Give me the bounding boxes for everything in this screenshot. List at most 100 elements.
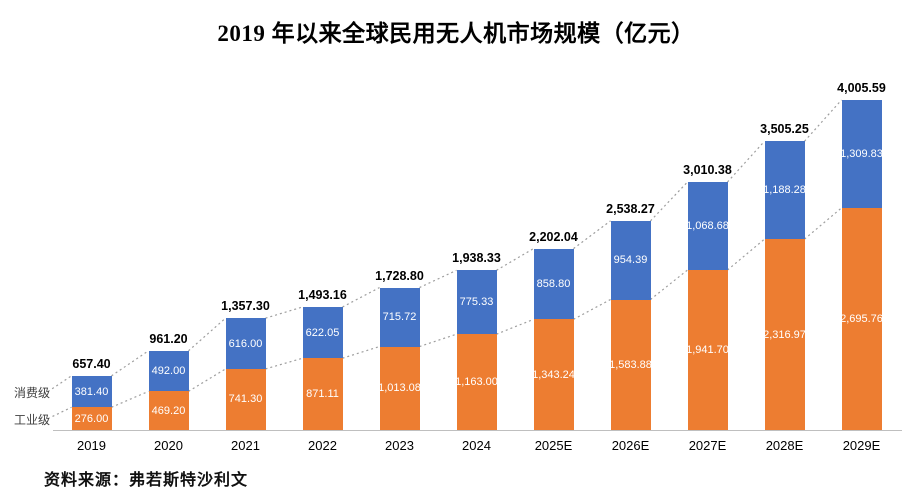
bar-2027E: 1,068.68 1,941.70 <box>687 181 728 430</box>
series-label-consumer: 消费级 <box>14 385 51 400</box>
segment-value-label: 954.39 <box>613 254 648 267</box>
bar-2022: 622.05 871.11 <box>302 306 343 430</box>
x-axis-label: 2029E <box>842 438 881 453</box>
x-axis-label: 2028E <box>765 438 804 453</box>
bar-segment-industrial: 1,583.88 <box>610 299 651 430</box>
bar-segment-consumer: 858.80 <box>533 248 574 320</box>
bar-segment-industrial: 2,316.97 <box>764 239 805 430</box>
segment-value-label: 1,583.88 <box>610 358 651 371</box>
bar-segment-industrial: 469.20 <box>148 391 189 430</box>
total-connector-line <box>496 248 534 271</box>
segment-value-label: 492.00 <box>151 365 186 378</box>
bar-segment-consumer: 616.00 <box>225 318 266 369</box>
bar-2021: 616.00 741.30 <box>225 318 266 430</box>
bar-segment-consumer: 1,309.83 <box>841 100 882 208</box>
bar-2026E: 954.39 1,583.88 <box>610 220 651 430</box>
bar-segment-industrial: 1,163.00 <box>456 334 497 430</box>
chart-title: 2019 年以来全球民用无人机市场规模（亿元） <box>217 21 695 46</box>
segment-value-label: 775.33 <box>459 296 494 309</box>
source-note: 资料来源：弗若斯特沙利文 <box>44 472 249 489</box>
series-boundary-connector-line <box>188 368 226 392</box>
x-axis-label: 2025E <box>534 438 573 453</box>
x-axis-label: 2022 <box>308 438 337 453</box>
bar-segment-consumer: 1,188.28 <box>764 141 805 240</box>
segment-value-label: 741.30 <box>228 393 263 406</box>
total-connector-line <box>727 140 765 183</box>
bar-2028E: 1,188.28 2,316.97 <box>764 141 805 430</box>
bar-2023: 715.72 1,013.08 <box>379 287 420 430</box>
segment-value-label: 1,013.08 <box>379 382 420 395</box>
segment-value-label: 715.72 <box>382 311 417 324</box>
segment-value-label: 276.00 <box>74 412 109 425</box>
segment-value-label: 1,188.28 <box>764 184 805 197</box>
series-boundary-connector-line <box>727 238 765 271</box>
bar-2019: 381.40 276.00 <box>71 375 112 430</box>
bar-segment-consumer: 492.00 <box>148 350 189 392</box>
bar-2029E: 1,309.83 2,695.76 <box>841 100 882 430</box>
segment-value-label: 1,309.83 <box>841 147 882 160</box>
total-connector-line <box>342 287 380 308</box>
segment-value-label: 858.80 <box>536 277 571 290</box>
segment-value-label: 2,316.97 <box>764 328 805 341</box>
bar-2025E: 858.80 1,343.24 <box>533 248 574 430</box>
total-value-label: 3,505.25 <box>760 122 809 137</box>
series-boundary-connector-line <box>496 318 534 335</box>
series-boundary-connector-line <box>804 207 842 240</box>
series-boundary-connector-line <box>342 345 380 359</box>
bar-2020: 492.00 469.20 <box>148 350 189 430</box>
total-value-label: 1,728.80 <box>375 268 424 283</box>
x-axis-label: 2020 <box>154 438 183 453</box>
total-connector-line <box>419 269 457 289</box>
series-boundary-connector-line <box>419 333 457 348</box>
bar-segment-industrial: 741.30 <box>225 368 266 430</box>
total-value-label: 2,202.04 <box>529 229 578 244</box>
total-connector-line <box>265 306 303 319</box>
segment-value-label: 1,068.68 <box>687 220 728 232</box>
bar-segment-industrial: 276.00 <box>71 407 112 430</box>
bar-segment-industrial: 871.11 <box>302 358 343 430</box>
bar-segment-consumer: 954.39 <box>610 220 651 300</box>
segment-value-label: 1,163.00 <box>456 376 497 389</box>
total-value-label: 657.40 <box>72 356 111 371</box>
total-value-label: 1,357.30 <box>221 299 270 314</box>
x-axis-label: 2021 <box>231 438 260 453</box>
total-value-label: 1,938.33 <box>452 251 501 266</box>
total-value-label: 4,005.59 <box>837 81 886 95</box>
series-label-industrial: 工业级 <box>14 412 51 427</box>
bar-2024: 775.33 1,163.00 <box>456 270 497 430</box>
segment-value-label: 871.11 <box>306 388 339 401</box>
bar-segment-industrial: 1,941.70 <box>687 270 728 430</box>
total-value-label: 1,493.16 <box>298 287 347 302</box>
total-value-label: 2,538.27 <box>606 201 655 216</box>
bar-segment-consumer: 775.33 <box>456 270 497 335</box>
bar-segment-industrial: 1,013.08 <box>379 346 420 430</box>
segment-value-label: 469.20 <box>151 404 186 417</box>
total-value-label: 961.20 <box>149 331 188 346</box>
x-axis-label: 2026E <box>611 438 650 453</box>
total-connector-line <box>650 181 688 222</box>
bar-segment-industrial: 1,343.24 <box>533 319 574 430</box>
total-connector-line <box>188 317 226 352</box>
industrial-leader-line <box>47 406 72 420</box>
bar-segment-consumer: 1,068.68 <box>687 181 728 271</box>
total-connector-line <box>804 99 842 142</box>
x-axis-label: 2019 <box>77 438 106 453</box>
segment-value-label: 1,941.70 <box>687 343 728 356</box>
segment-value-label: 616.00 <box>228 337 263 350</box>
segment-value-label: 381.40 <box>74 385 109 398</box>
segment-value-label: 1,343.24 <box>533 368 574 381</box>
x-axis-label: 2024 <box>462 438 491 453</box>
series-boundary-connector-line <box>573 298 611 320</box>
bar-segment-industrial: 2,695.76 <box>841 207 882 430</box>
series-boundary-connector-line <box>265 357 303 370</box>
series-boundary-connector-line <box>111 390 149 408</box>
bar-segment-consumer: 715.72 <box>379 287 420 347</box>
segment-value-label: 2,695.76 <box>841 312 882 325</box>
bar-segment-consumer: 622.05 <box>302 306 343 359</box>
x-axis-label: 2027E <box>688 438 727 453</box>
segment-value-label: 622.05 <box>305 326 340 339</box>
